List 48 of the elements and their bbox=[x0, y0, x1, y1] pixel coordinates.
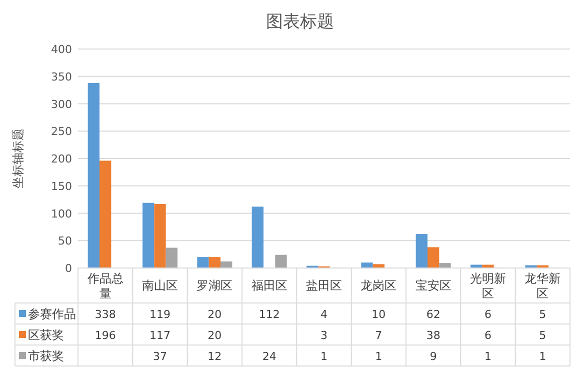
data-label: 1 bbox=[375, 350, 382, 363]
data-label: 20 bbox=[208, 308, 222, 321]
y-tick-label: 50 bbox=[58, 234, 72, 248]
data-label: 119 bbox=[150, 308, 170, 321]
data-label: 9 bbox=[430, 350, 437, 363]
x-tick-label: 福田区 bbox=[251, 278, 288, 292]
data-label: 338 bbox=[94, 308, 116, 321]
data-label: 62 bbox=[426, 308, 440, 321]
data-label: 7 bbox=[375, 329, 382, 342]
data-label: 4 bbox=[320, 308, 328, 321]
legend-label: 参赛作品 bbox=[28, 307, 76, 321]
x-tick-label: 罗湖区 bbox=[196, 278, 233, 292]
data-label: 24 bbox=[262, 350, 276, 363]
data-label: 5 bbox=[539, 308, 546, 321]
data-label: 38 bbox=[426, 329, 440, 342]
data-label: 117 bbox=[150, 329, 170, 342]
x-tick-label: 光明新区 bbox=[470, 272, 506, 300]
data-label: 37 bbox=[153, 350, 167, 363]
data-label: 10 bbox=[372, 308, 386, 321]
x-tick-label: 宝安区 bbox=[415, 278, 452, 292]
data-label: 6 bbox=[484, 308, 492, 321]
x-tick-label: 作品总量 bbox=[86, 272, 124, 300]
x-tick-label: 龙岗区 bbox=[360, 278, 397, 292]
legend-label: 区获奖 bbox=[28, 328, 64, 342]
x-tick-label: 南山区 bbox=[142, 278, 178, 292]
y-tick-label: 350 bbox=[51, 70, 72, 84]
chart-title: 图表标题 bbox=[266, 12, 334, 32]
data-label: 1 bbox=[484, 350, 492, 363]
y-tick-label: 0 bbox=[65, 262, 72, 275]
data-label: 3 bbox=[320, 329, 328, 342]
x-tick-label: 龙华新区 bbox=[524, 272, 561, 300]
data-label: 6 bbox=[484, 329, 492, 342]
y-tick-label: 400 bbox=[51, 43, 72, 56]
legend-label: 市获奖 bbox=[28, 349, 64, 363]
data-label: 12 bbox=[208, 350, 222, 363]
y-tick-label: 150 bbox=[51, 180, 72, 193]
y-axis-title: 坐标轴标题 bbox=[11, 128, 25, 188]
data-label: 112 bbox=[258, 308, 280, 321]
y-tick-label: 250 bbox=[51, 125, 72, 138]
y-tick-label: 200 bbox=[51, 152, 72, 166]
x-tick-label: 盐田区 bbox=[306, 278, 342, 292]
data-label: 196 bbox=[94, 329, 116, 342]
data-label: 1 bbox=[539, 350, 546, 363]
data-label: 20 bbox=[208, 329, 222, 342]
y-tick-label: 100 bbox=[51, 207, 72, 220]
data-label: 1 bbox=[320, 350, 328, 363]
y-tick-label: 300 bbox=[51, 98, 72, 111]
data-label: 5 bbox=[539, 329, 546, 342]
